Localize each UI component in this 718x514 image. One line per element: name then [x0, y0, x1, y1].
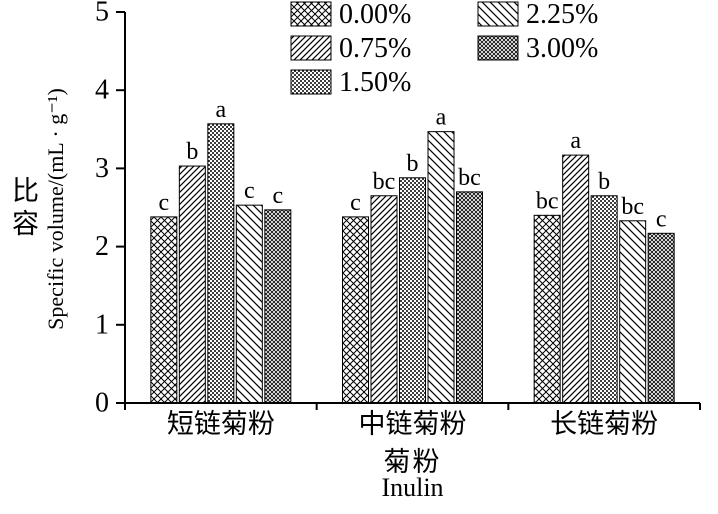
significance-letter: a: [436, 105, 447, 131]
significance-letter: b: [598, 169, 610, 195]
y-tick-label: 5: [95, 0, 109, 28]
significance-letter: c: [656, 206, 667, 232]
y-axis-label-chinese: 比容: [8, 176, 38, 242]
legend-swatch: [477, 1, 519, 27]
bar-0.00%-group1: [150, 216, 178, 404]
significance-letter: b: [186, 139, 198, 165]
significance-letter: c: [350, 190, 361, 216]
significance-letter: bc: [373, 169, 396, 195]
significance-letter: b: [407, 151, 419, 177]
bar-1.50%-group1: [207, 123, 235, 404]
bar-1.50%-group3: [590, 195, 618, 404]
x-category-label: 短链菊粉: [167, 409, 275, 439]
significance-letter: bc: [536, 188, 559, 214]
legend-swatch: [290, 1, 332, 27]
legend-label: 3.00%: [526, 33, 598, 64]
bar-0.75%-group2: [370, 195, 398, 404]
x-category-label: 长链菊粉: [550, 409, 658, 439]
bar-3.00%-group2: [456, 191, 483, 404]
bar-0.75%-group1: [178, 165, 206, 404]
legend-label: 0.00%: [339, 0, 411, 30]
significance-letter: bc: [621, 194, 644, 220]
legend-label: 2.25%: [526, 0, 598, 30]
significance-letter: a: [216, 97, 227, 123]
legend-label: 0.75%: [339, 33, 411, 64]
significance-letter: c: [159, 190, 170, 216]
bar-3.00%-group3: [647, 232, 675, 404]
y-axis-label-english: Specific volume/(mL · g⁻¹): [43, 88, 68, 330]
bar-2.25%-group2: [427, 131, 455, 404]
legend-swatch: [290, 69, 332, 95]
bar-3.00%-group1: [264, 209, 292, 404]
x-axis-title-english: Inulin: [381, 473, 444, 502]
bar-0.00%-group2: [342, 216, 369, 404]
legend-label: 1.50%: [339, 67, 411, 98]
legend-swatch: [477, 35, 519, 61]
x-category-label: 中链菊粉: [359, 409, 467, 439]
bar-1.50%-group2: [399, 177, 426, 404]
bar-2.25%-group1: [235, 204, 263, 404]
y-tick-label: 2: [95, 231, 109, 262]
bar-0.75%-group3: [562, 154, 590, 404]
y-tick-label: 0: [95, 388, 109, 419]
bar-0.00%-group3: [533, 214, 561, 404]
x-axis-title-chinese: 菊粉: [383, 447, 442, 477]
significance-letter: bc: [458, 165, 481, 191]
significance-letter: c: [273, 183, 284, 209]
y-tick-label: 1: [95, 309, 109, 340]
y-tick-label: 4: [95, 75, 109, 106]
legend-swatch: [290, 35, 332, 61]
y-tick-label: 3: [95, 153, 109, 184]
bar-2.25%-group3: [619, 220, 647, 404]
significance-letter: a: [570, 128, 581, 154]
significance-letter: c: [244, 178, 255, 204]
